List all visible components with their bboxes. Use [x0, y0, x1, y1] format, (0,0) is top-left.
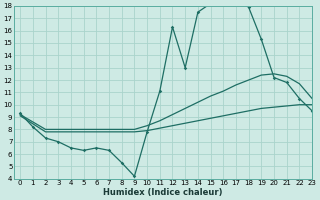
X-axis label: Humidex (Indice chaleur): Humidex (Indice chaleur): [103, 188, 223, 197]
